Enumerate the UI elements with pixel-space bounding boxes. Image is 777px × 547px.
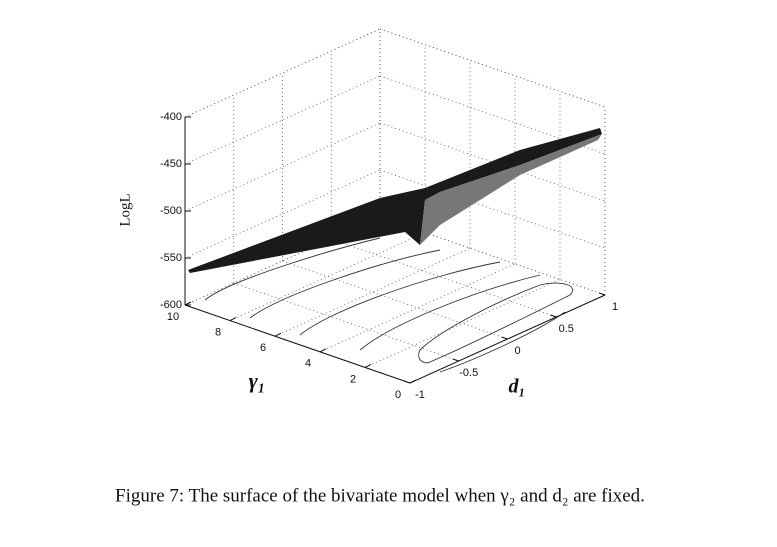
y-tick	[403, 380, 411, 384]
y-tick	[550, 314, 557, 318]
z-tick-label: -400	[160, 111, 182, 123]
x-tick-label: 4	[305, 358, 311, 370]
box-edge	[379, 28, 606, 108]
x-tick	[409, 379, 417, 384]
contour	[249, 249, 441, 319]
x-tick-label: 6	[260, 342, 266, 354]
x-tick	[274, 332, 282, 337]
surface-mesh-lit	[420, 134, 602, 245]
z-tick-label: -500	[160, 205, 182, 217]
floor-contours	[204, 237, 573, 373]
grid-line	[233, 282, 459, 362]
contour	[359, 274, 541, 351]
caption: Figure 7: The surface of the bivariate m…	[115, 485, 645, 506]
contour	[418, 282, 573, 364]
x-tick-label: 2	[350, 373, 356, 385]
y-tick	[501, 336, 508, 340]
z-tick-label: -450	[160, 158, 182, 170]
grid-line	[184, 75, 381, 165]
z-tick-label: -550	[160, 252, 182, 264]
y-tick-label: 0	[514, 345, 520, 357]
y-tick-label: 0.5	[559, 323, 574, 335]
y-tick	[452, 358, 459, 362]
x-tick-label: 0	[395, 389, 401, 401]
contour	[204, 237, 381, 301]
x-tick	[319, 348, 327, 353]
surface-mesh	[188, 128, 602, 273]
y-tick-label: 1	[612, 301, 618, 313]
x-tick	[229, 317, 237, 322]
x-tick	[364, 363, 372, 368]
x-tick-label: 8	[215, 327, 221, 339]
contour	[299, 261, 501, 336]
z-axis-label: LogL	[117, 193, 133, 226]
z-tick-label: -600	[160, 299, 182, 311]
x-axis	[184, 304, 411, 384]
y-axis-label: d₁	[509, 376, 526, 398]
y-tick	[598, 292, 606, 296]
y-tick-label: -1	[415, 389, 425, 401]
x-tick-label: 10	[167, 311, 179, 323]
grid-line	[282, 260, 508, 340]
grid-line	[274, 247, 471, 337]
x-tick	[184, 301, 192, 306]
x-axis-label: γ₁	[249, 368, 266, 393]
grid-line	[364, 279, 561, 368]
grid-line	[331, 238, 557, 318]
contour	[439, 311, 566, 373]
surface	[188, 128, 602, 273]
y-tick-label: -0.5	[459, 367, 478, 379]
